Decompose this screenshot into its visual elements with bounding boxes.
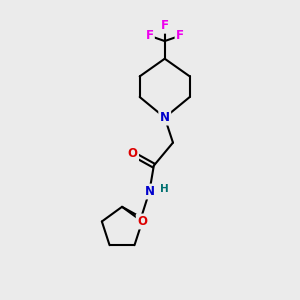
Text: N: N (160, 111, 170, 124)
Text: F: F (161, 19, 169, 32)
Text: F: F (176, 29, 184, 42)
Text: H: H (160, 184, 169, 194)
Text: O: O (128, 147, 138, 160)
Text: F: F (146, 29, 153, 42)
Text: N: N (144, 185, 154, 198)
Text: O: O (137, 215, 147, 228)
